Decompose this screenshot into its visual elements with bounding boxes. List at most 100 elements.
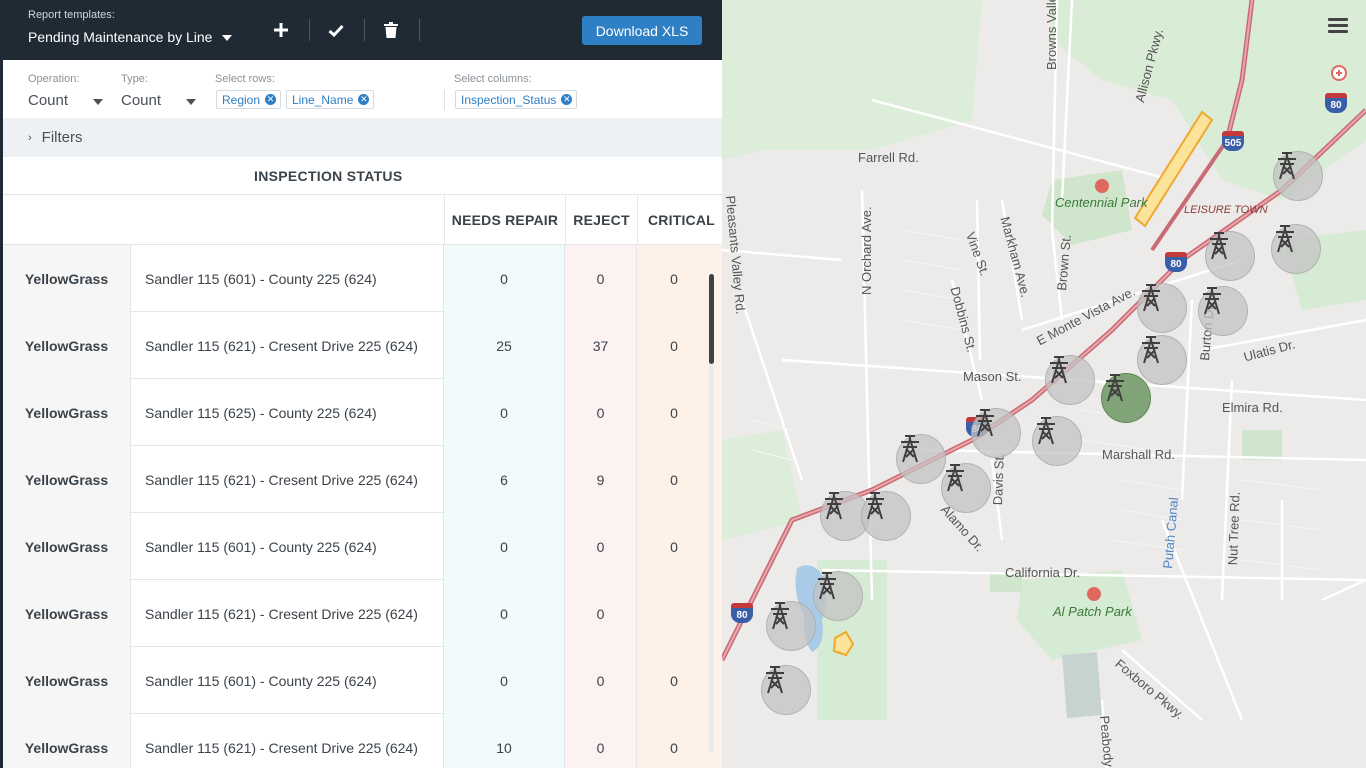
interstate-80-shield: 80 [731,603,753,623]
cell-reject: 0 [565,647,637,714]
cell-region: YellowGrass [3,647,131,714]
interstate-80-shield: 80 [1165,252,1187,272]
type-dropdown[interactable]: Count [121,92,201,109]
transmission-tower-icon [946,464,964,492]
cell-reject: 0 [565,245,637,312]
cell-line-name: Sandler 115 (601) - County 225 (624) [131,513,444,580]
selected-tower-marker[interactable] [1101,373,1151,423]
toolbar-divider [419,19,420,41]
cell-critical: 0 [637,446,722,513]
map-label: N Orchard Ave. [859,206,874,295]
cell-critical: 0 [637,245,722,312]
table-row: YellowGrass Sandler 115 (601) - County 2… [3,245,722,312]
add-template-button[interactable] [267,16,295,44]
interstate-80-shield: 80 [1325,93,1347,113]
transmission-tower-marker[interactable] [971,408,1021,458]
transmission-tower-marker[interactable] [941,463,991,513]
row-chip-region: Region ✕ [216,90,282,109]
cell-region: YellowGrass [3,379,131,446]
table-row: YellowGrass Sandler 115 (601) - County 2… [3,647,722,714]
cell-region: YellowGrass [3,312,131,379]
table-row: YellowGrass Sandler 115 (621) - Cresent … [3,714,722,768]
table-row: YellowGrass Sandler 115 (621) - Cresent … [3,312,722,379]
transmission-tower-marker[interactable] [1137,283,1187,333]
cell-line-name: Sandler 115 (601) - County 225 (624) [131,647,444,714]
delete-template-button[interactable] [377,16,405,44]
map-label: Centennial Park [1055,195,1148,210]
interstate-505-shield: 505 [1222,131,1244,151]
cell-critical: 0 [637,647,722,714]
map-label: Al Patch Park [1053,604,1132,619]
cell-critical: 0 [637,312,722,379]
cell-critical: 0 [637,714,722,768]
transmission-tower-marker[interactable] [1198,286,1248,336]
column-header-reject[interactable]: REJECT [565,195,637,245]
transmission-tower-icon [1142,284,1160,312]
table-row: YellowGrass Sandler 115 (601) - County 2… [3,513,722,580]
transmission-tower-marker[interactable] [1137,335,1187,385]
transmission-tower-marker[interactable] [813,571,863,621]
column-header-critical[interactable]: CRITICAL [637,195,722,245]
save-template-button[interactable] [322,16,350,44]
remove-chip-icon[interactable]: ✕ [265,94,277,105]
transmission-tower-icon [866,492,884,520]
transmission-tower-marker[interactable] [1273,151,1323,201]
chevron-down-icon [186,99,196,105]
cell-region: YellowGrass [3,245,131,312]
transmission-tower-marker[interactable] [766,601,816,651]
table-group-header: INSPECTION STATUS [3,157,722,195]
cell-line-name: Sandler 115 (621) - Cresent Drive 225 (6… [131,714,444,768]
cell-region: YellowGrass [3,714,131,768]
cell-reject: 9 [565,446,637,513]
transmission-tower-icon [825,492,843,520]
transmission-tower-marker[interactable] [1045,355,1095,405]
transmission-tower-marker[interactable] [1271,224,1321,274]
cell-critical [637,580,722,647]
map-label: Davis St. [990,453,1007,506]
column-header-needs-repair[interactable]: NEEDS REPAIR [444,195,565,245]
cell-needs-repair: 6 [444,446,565,513]
map-label: Marshall Rd. [1102,447,1175,462]
cell-reject: 37 [565,312,637,379]
cell-needs-repair: 0 [444,379,565,446]
transmission-tower-icon [1037,417,1055,445]
inspection-status-header: INSPECTION STATUS [254,168,403,184]
download-xls-button[interactable]: Download XLS [582,16,702,45]
transmission-tower-marker[interactable] [861,491,911,541]
plus-icon [274,23,288,37]
type-value: Count [121,92,162,109]
table-column-headers: NEEDS REPAIR REJECT CRITICAL [3,195,722,245]
cell-region: YellowGrass [3,446,131,513]
operation-dropdown[interactable]: Count [28,92,108,109]
transmission-tower-marker[interactable] [896,434,946,484]
table-scrollbar-track[interactable] [709,274,714,752]
transmission-tower-marker[interactable] [1205,231,1255,281]
row-chip-line-name: Line_Name ✕ [286,90,375,109]
filters-toggle[interactable]: › Filters [3,118,722,157]
check-icon [328,24,344,37]
transmission-tower-marker[interactable] [761,665,811,715]
map-label: Elmira Rd. [1222,400,1283,415]
template-dropdown[interactable]: Pending Maintenance by Line [28,29,233,45]
cell-needs-repair: 25 [444,312,565,379]
remove-chip-icon[interactable]: ✕ [561,94,573,105]
operation-value: Count [28,92,69,109]
remove-chip-icon[interactable]: ✕ [358,94,370,105]
map-label: California Dr. [1005,565,1081,580]
report-panel: Report templates: Pending Maintenance by… [0,0,722,768]
hamburger-icon[interactable] [1328,18,1348,36]
columns-label: Select columns: [454,73,532,85]
cell-reject: 0 [565,580,637,647]
table-scrollbar-thumb[interactable] [709,274,714,364]
transmission-tower-marker[interactable] [1032,416,1082,466]
map-view[interactable]: Browns Valley Rd. Allison Pkwy. Farrell … [722,0,1366,768]
cell-line-name: Sandler 115 (621) - Cresent Drive 225 (6… [131,580,444,647]
chip-label: Inspection_Status [461,92,557,107]
chip-label: Line_Name [292,92,354,107]
transmission-tower-icon [766,666,784,694]
cell-needs-repair: 0 [444,580,565,647]
map-label: LEISURE TOWN [1184,204,1268,216]
cell-critical: 0 [637,379,722,446]
map-label: Browns Valley Rd. [1044,0,1059,70]
